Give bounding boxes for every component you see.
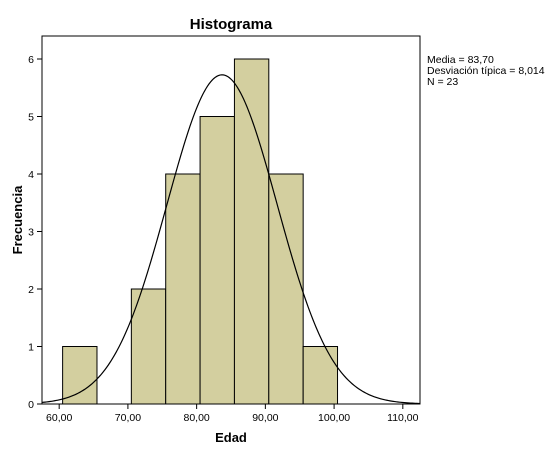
stat-n: N = 23 bbox=[427, 76, 458, 88]
histogram-bar bbox=[302, 346, 339, 405]
x-tick-label: 60,00 bbox=[46, 412, 72, 424]
y-tick-label: 4 bbox=[28, 169, 34, 181]
x-tick-label: 90,00 bbox=[252, 412, 278, 424]
histogram-bar bbox=[268, 173, 304, 405]
y-tick-label: 6 bbox=[28, 54, 34, 66]
stat-std-dev: Desviación típica = 8,014 bbox=[427, 65, 545, 77]
histogram-bar bbox=[62, 346, 98, 405]
y-tick-label: 2 bbox=[28, 284, 34, 296]
x-tick-label: 70,00 bbox=[115, 412, 141, 424]
y-axis-label: Frecuencia bbox=[10, 185, 25, 254]
chart-title: Histograma bbox=[190, 16, 273, 33]
y-tick-label: 0 bbox=[28, 399, 34, 411]
y-tick-label: 1 bbox=[28, 342, 34, 354]
histogram-bar bbox=[233, 58, 270, 405]
y-tick-label: 3 bbox=[28, 227, 34, 239]
normal-curve bbox=[41, 74, 421, 405]
histogram-bar bbox=[130, 288, 167, 405]
x-tick-label: 110,00 bbox=[387, 412, 418, 424]
x-axis-label: Edad bbox=[215, 430, 247, 445]
bars-group bbox=[62, 58, 339, 405]
x-tick-label: 80,00 bbox=[183, 412, 209, 424]
y-axis-ticks: 0 1 2 3 4 5 6 bbox=[28, 54, 42, 411]
histogram-bar bbox=[165, 173, 201, 405]
histogram-bar bbox=[199, 116, 235, 405]
y-tick-label: 5 bbox=[28, 112, 34, 124]
stats-legend: Media = 83,70 Desviación típica = 8,014 … bbox=[427, 54, 545, 88]
x-axis-ticks: 60,00 70,00 80,00 90,00 100,00 110,00 bbox=[46, 404, 419, 424]
x-tick-label: 100,00 bbox=[318, 412, 350, 424]
stat-mean: Media = 83,70 bbox=[427, 54, 494, 66]
